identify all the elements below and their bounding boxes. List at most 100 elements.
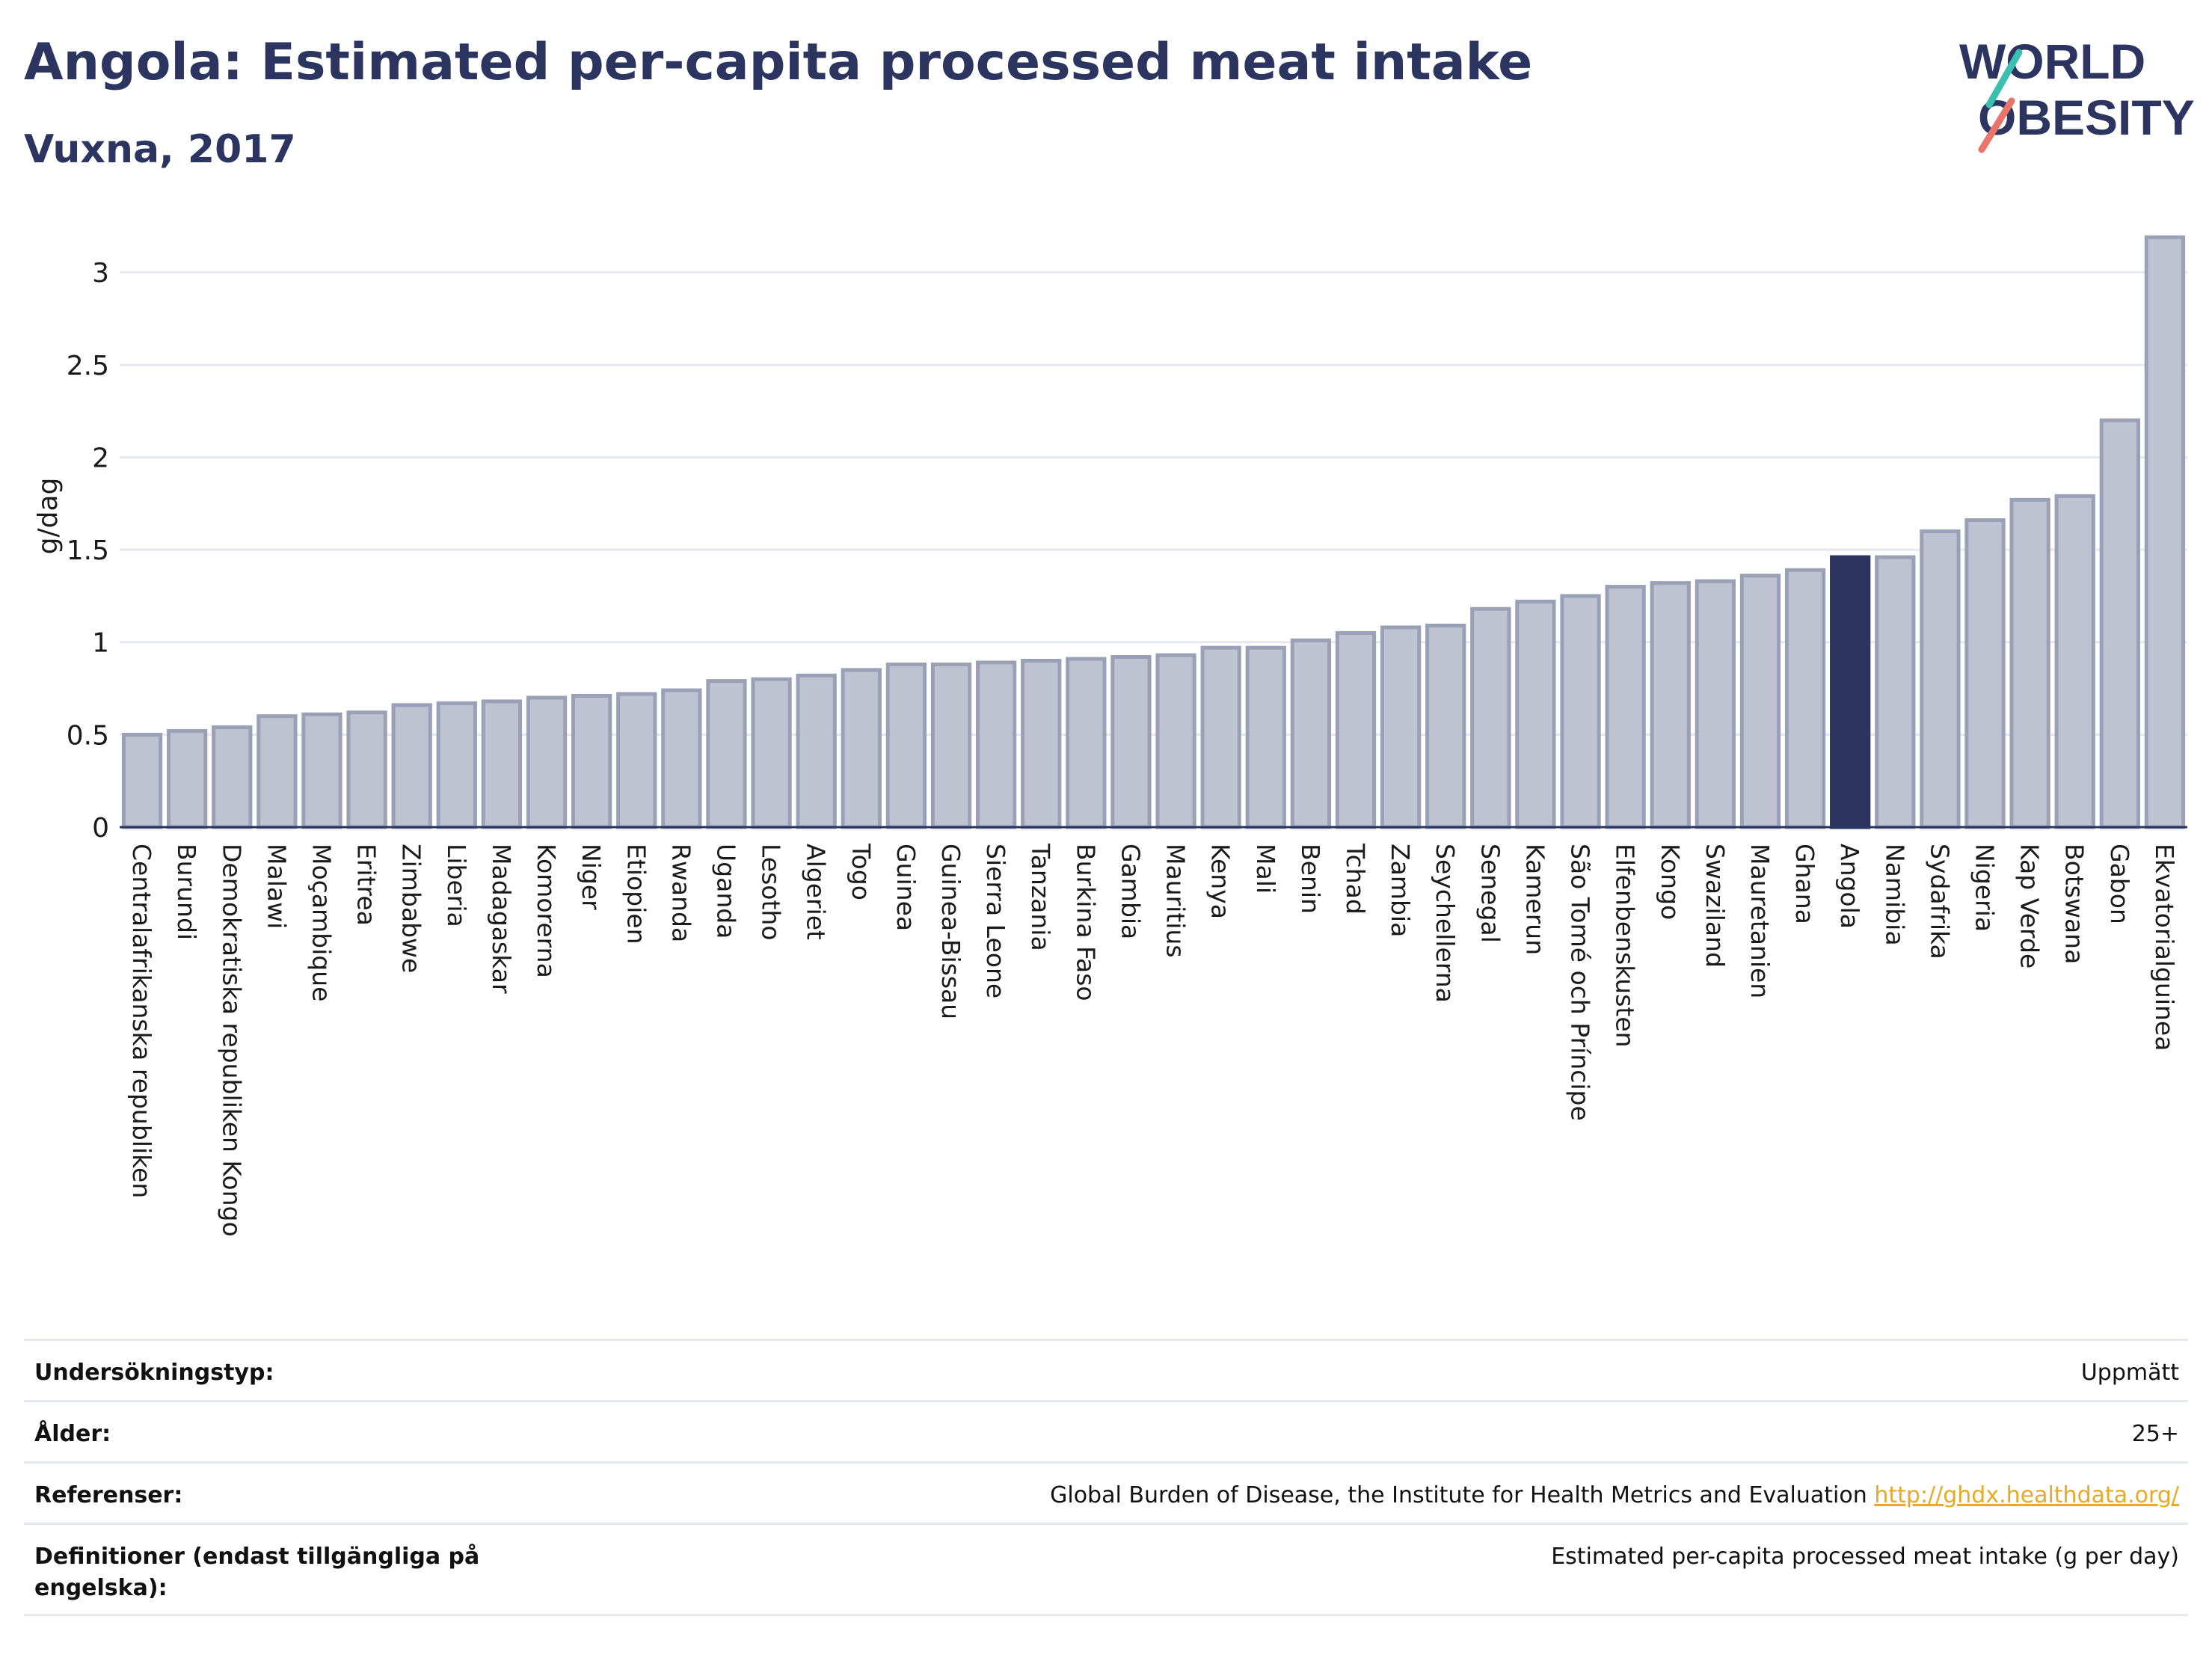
bar-lesotho[interactable]	[751, 677, 792, 829]
bar-sydafrika[interactable]	[1920, 529, 1961, 829]
bar-kap-verde[interactable]	[2009, 497, 2050, 829]
bar-etiopien[interactable]	[616, 692, 657, 829]
x-tick-label: São Tomé och Príncipe	[1566, 844, 1595, 1121]
bar-kongo[interactable]	[1650, 581, 1691, 829]
bar-mauritius[interactable]	[1155, 653, 1196, 829]
x-tick-label: Burundi	[172, 844, 201, 940]
bar-centralafrikanska-republiken[interactable]	[121, 732, 163, 829]
bar-uganda[interactable]	[706, 679, 747, 829]
bar-komorerna[interactable]	[526, 696, 568, 829]
x-tick-label: Nigeria	[1970, 844, 2000, 932]
bar-benin[interactable]	[1290, 638, 1332, 829]
x-tick-label: Swaziland	[1701, 844, 1730, 968]
world-obesity-logo[interactable]: WORLD OBESITY	[1944, 22, 2199, 165]
bar-nigeria[interactable]	[1964, 518, 2006, 829]
bar-botswana[interactable]	[2054, 494, 2095, 829]
x-tick-label: Sierra Leone	[981, 844, 1010, 998]
x-tick-label: Togo	[847, 843, 876, 900]
x-tick-label: Zambia	[1386, 844, 1415, 937]
x-tick-label: Senegal	[1475, 844, 1505, 943]
bar-malawi[interactable]	[256, 714, 298, 829]
bar-burkina-faso[interactable]	[1066, 657, 1107, 829]
bar-tanzania[interactable]	[1021, 658, 1062, 829]
bar-kamerun[interactable]	[1515, 599, 1556, 829]
x-tick-label: Etiopien	[621, 844, 651, 944]
x-tick-label: Rwanda	[666, 844, 695, 942]
x-tick-label: Uganda	[711, 844, 740, 939]
bar-seychellerna[interactable]	[1425, 623, 1466, 829]
x-tick-label: Mali	[1251, 844, 1280, 894]
x-tick-label: Zimbabwe	[397, 844, 426, 973]
x-tick-label: Benin	[1296, 844, 1325, 914]
y-tick-label: 1	[92, 628, 109, 659]
x-tick-label: Gambia	[1116, 844, 1145, 939]
bar-ekvatorialguinea[interactable]	[2144, 235, 2186, 829]
bar-senegal[interactable]	[1470, 607, 1511, 829]
info-label: Ålder:	[34, 1421, 111, 1447]
x-axis: Centralafrikanska republiken Burundi Demok…	[120, 826, 2187, 1237]
bar-liberia[interactable]	[436, 701, 477, 829]
x-tick-label: Botswana	[2060, 844, 2089, 964]
bar-guinea[interactable]	[885, 662, 927, 829]
bar-angola[interactable]	[1830, 555, 1871, 829]
bar-s-o-tom-och-pr-ncipe[interactable]	[1560, 594, 1601, 829]
bar-niger[interactable]	[571, 693, 612, 829]
y-tick-label: 0.5	[67, 720, 109, 751]
x-tick-label: Algeriet	[802, 844, 831, 940]
bar-algeriet[interactable]	[796, 673, 837, 829]
x-tick-label: Moçambique	[307, 844, 336, 1001]
info-row-references: Referenser: Global Burden of Disease, th…	[24, 1461, 2188, 1523]
bar-tchad[interactable]	[1335, 630, 1377, 829]
bar-demokratiska-republiken-kongo[interactable]	[212, 725, 253, 829]
x-tick-label: Kamerun	[1520, 844, 1549, 955]
x-tick-label: Mauretanien	[1745, 844, 1775, 998]
x-tick-label: Komorerna	[532, 844, 561, 978]
y-tick-label: 1.5	[67, 535, 109, 566]
x-tick-label: Mauritius	[1161, 844, 1191, 958]
info-label: Definitioner (endast tillgängliga på eng…	[34, 1544, 480, 1601]
bar-mali[interactable]	[1245, 645, 1286, 829]
x-tick-label: Guinea	[891, 844, 921, 931]
bar-kenya[interactable]	[1200, 645, 1241, 829]
bar-eritrea[interactable]	[346, 710, 387, 829]
x-tick-label: Madagaskar	[487, 844, 516, 994]
bar-mo-ambique[interactable]	[301, 712, 342, 829]
bar-guinea-bissau[interactable]	[930, 662, 972, 829]
y-tick-label: 0	[92, 813, 109, 844]
bar-zimbabwe[interactable]	[391, 703, 432, 829]
info-label: Undersökningstyp:	[34, 1360, 274, 1386]
chart-title: Angola: Estimated per-capita processed m…	[24, 33, 1533, 92]
y-axis: 0 0.5 1 1.5 2 2.5 3	[67, 258, 109, 844]
y-tick-label: 2	[92, 443, 109, 473]
bar-zambia[interactable]	[1380, 625, 1422, 829]
x-tick-label: Sydafrika	[1925, 844, 1954, 959]
bar-ghana[interactable]	[1784, 568, 1826, 829]
bar-mauretanien[interactable]	[1739, 574, 1781, 829]
bar-rwanda[interactable]	[661, 688, 702, 829]
x-tick-label: Demokratiska republiken Kongo	[217, 844, 246, 1237]
bar-elfenbenskusten[interactable]	[1605, 585, 1646, 829]
x-tick-label: Kap Verde	[2015, 844, 2044, 968]
bar-sierra-leone[interactable]	[975, 660, 1017, 829]
info-row-definitions: Definitioner (endast tillgängliga på eng…	[24, 1523, 2188, 1616]
reference-link[interactable]: http://ghdx.healthdata.org/	[1874, 1482, 2179, 1508]
bar-gabon[interactable]	[2099, 418, 2140, 829]
x-tick-label: Guinea-Bissau	[936, 844, 965, 1019]
chart-subtitle: Vuxna, 2017	[24, 127, 296, 172]
logo-line1: WORLD	[1959, 34, 2145, 89]
info-value: Global Burden of Disease, the Institute …	[1050, 1480, 2179, 1511]
bar-burundi[interactable]	[167, 728, 208, 829]
bar-togo[interactable]	[841, 668, 882, 829]
x-tick-label: Tanzania	[1026, 843, 1055, 951]
y-axis-label: g/dag	[33, 478, 64, 555]
bar-namibia[interactable]	[1875, 555, 1916, 829]
y-tick-label: 3	[92, 258, 109, 289]
bar-swaziland[interactable]	[1695, 579, 1736, 829]
x-tick-label: Angola	[1835, 844, 1864, 929]
info-value: Uppmätt	[2080, 1360, 2179, 1386]
x-tick-label: Eritrea	[352, 844, 381, 926]
bar-madagaskar[interactable]	[481, 699, 523, 829]
bar-chart: 0 0.5 1 1.5 2 2.5 3 Centralafrikanska republik…	[33, 235, 2187, 1237]
x-tick-label: Ghana	[1790, 844, 1819, 924]
bar-gambia[interactable]	[1110, 655, 1152, 829]
